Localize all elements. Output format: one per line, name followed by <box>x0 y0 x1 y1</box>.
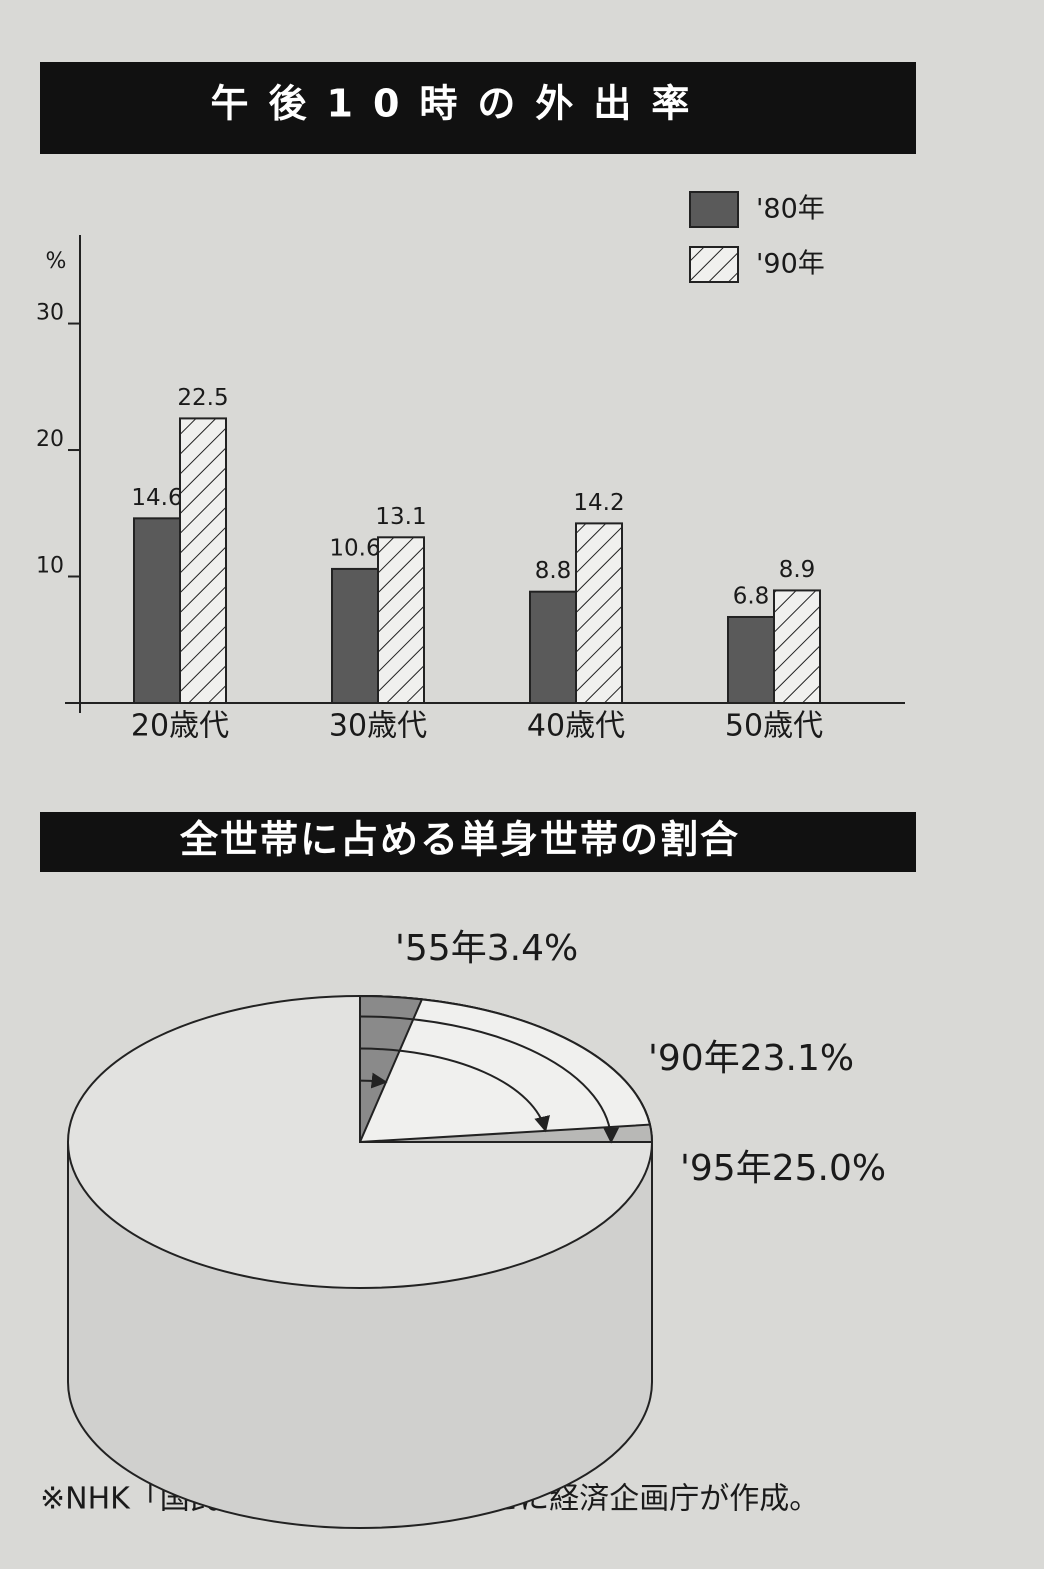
legend-label: '90年 <box>756 249 825 280</box>
bar-value-label: 6.8 <box>733 583 770 609</box>
x-tick-label: 30歳代 <box>329 709 427 744</box>
x-tick-label: 50歳代 <box>725 709 823 744</box>
bar <box>377 536 425 704</box>
bar-value-label: 13.1 <box>375 504 426 530</box>
bar-value-label: 8.9 <box>779 557 816 583</box>
slice-value-label: 25.0% <box>772 1148 886 1189</box>
chart-title: 午後10時の外出率 <box>211 82 710 126</box>
bar-value-label: 8.8 <box>535 558 572 584</box>
bar <box>133 517 181 704</box>
x-tick-label: 20歳代 <box>131 709 229 744</box>
slice-label: '55年3.4% <box>395 928 578 969</box>
slice-category: '90年 <box>648 1038 740 1079</box>
y-tick-label: 30 <box>36 301 64 326</box>
bar <box>773 589 821 704</box>
y-tick-label: 20 <box>36 427 64 452</box>
legend-swatch <box>689 191 739 228</box>
arrow <box>359 1072 388 1089</box>
slice-label: '95年25.0% <box>680 1148 886 1189</box>
slice-value-label: 23.1% <box>740 1038 854 1079</box>
x-tick-label: 40歳代 <box>527 709 625 744</box>
y-axis-label: % <box>46 249 67 274</box>
bar-value-label: 22.5 <box>177 385 228 411</box>
title-bar <box>40 62 916 154</box>
legend-swatch <box>689 246 739 283</box>
bar <box>179 417 227 704</box>
slice-label: '90年23.1% <box>648 1038 854 1079</box>
bar <box>727 615 775 705</box>
title-bar <box>40 812 916 872</box>
slice-category: '95年 <box>680 1148 772 1189</box>
pie-slice <box>359 994 424 1143</box>
chart-title: 全世帯に占める単身世帯の割合 <box>179 818 740 862</box>
bar-value-label: 14.2 <box>573 490 624 516</box>
y-tick-label: 10 <box>36 554 64 579</box>
bar-value-label: 10.6 <box>329 535 380 561</box>
slice-category: '55年 <box>395 928 487 969</box>
slice-value-label: 3.4% <box>487 928 578 969</box>
bar <box>331 567 379 704</box>
bar <box>529 590 577 704</box>
bar <box>575 522 623 704</box>
bar-value-label: 14.6 <box>131 485 182 511</box>
arrow <box>359 1047 550 1133</box>
legend-label: '80年 <box>756 194 825 225</box>
arrow <box>359 1015 620 1144</box>
